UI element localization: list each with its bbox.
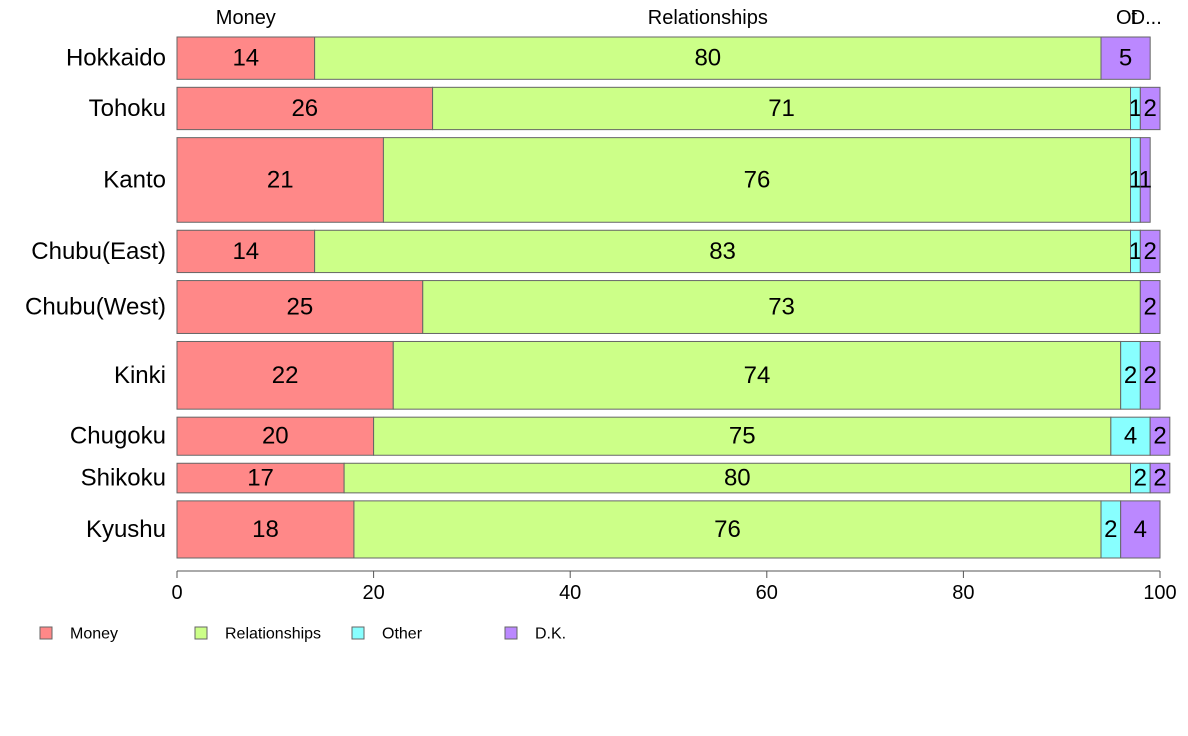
bar-segment [1110, 416, 1151, 456]
x-tick-label: 80 [952, 582, 974, 604]
data-label: 4 [1134, 516, 1147, 543]
category-label: Hokkaido [66, 45, 166, 72]
data-label: 17 [247, 465, 274, 492]
data-label: 14 [232, 238, 259, 265]
data-label: 14 [232, 45, 259, 72]
data-label: 2 [1124, 362, 1137, 389]
data-label: 80 [694, 45, 721, 72]
data-label: 18 [252, 516, 279, 543]
data-label: 2 [1143, 294, 1156, 321]
legend-label: Other [382, 626, 423, 643]
bar-segment [176, 416, 375, 456]
data-label: 2 [1104, 516, 1117, 543]
bar-segment [343, 462, 1132, 494]
bar-segment [176, 462, 345, 494]
top-segment-label: D... [1131, 7, 1162, 29]
bar-segment [1139, 137, 1151, 223]
data-label: 2 [1143, 362, 1156, 389]
data-label: 22 [272, 362, 299, 389]
data-label: 80 [724, 465, 751, 492]
bar-segment [422, 280, 1141, 334]
data-label: 4 [1124, 423, 1137, 450]
legend-swatch [194, 626, 208, 640]
data-label: 21 [267, 166, 294, 193]
x-tick-label: 20 [362, 582, 384, 604]
bar-segment [432, 86, 1132, 131]
category-label: Chubu(West) [25, 294, 166, 321]
category-label: Tohoku [89, 95, 166, 122]
top-segment-label: Money [216, 7, 276, 29]
data-label: 1 [1129, 238, 1142, 265]
data-label: 2 [1143, 238, 1156, 265]
bar-segment [176, 340, 394, 410]
data-label: 25 [287, 294, 314, 321]
data-label: 26 [291, 95, 318, 122]
data-label: 76 [744, 166, 771, 193]
bar-segment [176, 280, 424, 334]
top-segment-label: Ot [1116, 7, 1138, 29]
x-tick-label: 60 [756, 582, 778, 604]
data-label: 76 [714, 516, 741, 543]
bar-segment [392, 340, 1122, 410]
x-axis: 0 20 40 60 80 100 [171, 570, 1177, 604]
data-label: 5 [1119, 45, 1132, 72]
category-labels: Hokkaido Tohoku Kanto Chubu(East) Chubu(West… [25, 45, 166, 543]
bar-segment [314, 229, 1132, 274]
top-segment-label: Relationships [648, 7, 768, 29]
data-label: 2 [1153, 423, 1166, 450]
category-label: Shikoku [81, 465, 166, 492]
bar-segment [382, 137, 1132, 223]
data-label: 1 [1139, 166, 1152, 193]
bar-segment [373, 416, 1112, 456]
data-label: 73 [768, 294, 795, 321]
data-label: 20 [262, 423, 289, 450]
bar-segment [314, 36, 1102, 80]
bar-segment [1120, 500, 1161, 559]
legend-swatch [39, 626, 53, 640]
data-label: 74 [744, 362, 771, 389]
legend-label: Relationships [225, 626, 321, 643]
category-label: Kanto [103, 166, 166, 193]
data-label: 1 [1129, 95, 1142, 122]
data-label: 1 [1129, 166, 1142, 193]
bar-segment [1139, 229, 1161, 274]
category-label: Kyushu [86, 516, 166, 543]
data-label: 2 [1143, 95, 1156, 122]
category-label: Chubu(East) [31, 238, 166, 265]
data-label: 83 [709, 238, 736, 265]
legend-label: Money [70, 626, 118, 643]
bar-segment [1149, 462, 1171, 494]
bar-segment [1149, 416, 1171, 456]
bar-segment [1100, 36, 1151, 80]
x-tick-label: 100 [1143, 582, 1176, 604]
legend-label: D.K. [535, 626, 566, 643]
x-tick-label: 40 [559, 582, 581, 604]
x-tick-label: 0 [171, 582, 182, 604]
category-label: Kinki [114, 362, 166, 389]
data-label: 2 [1134, 465, 1147, 492]
bar-segment [176, 137, 384, 223]
bar-segment [1139, 340, 1161, 410]
category-label: Chugoku [70, 423, 166, 450]
data-label: 75 [729, 423, 756, 450]
data-label: 2 [1153, 465, 1166, 492]
data-label: 71 [768, 95, 795, 122]
legend-swatch [504, 626, 518, 640]
bar-segment [176, 500, 355, 559]
bar-segment [1139, 280, 1161, 334]
legend: Money Relationships Other D.K. [39, 626, 566, 643]
top-segment-labels: Money Relationships OtD... [216, 7, 1162, 29]
legend-swatch [351, 626, 365, 640]
bar-segment [1139, 86, 1161, 131]
